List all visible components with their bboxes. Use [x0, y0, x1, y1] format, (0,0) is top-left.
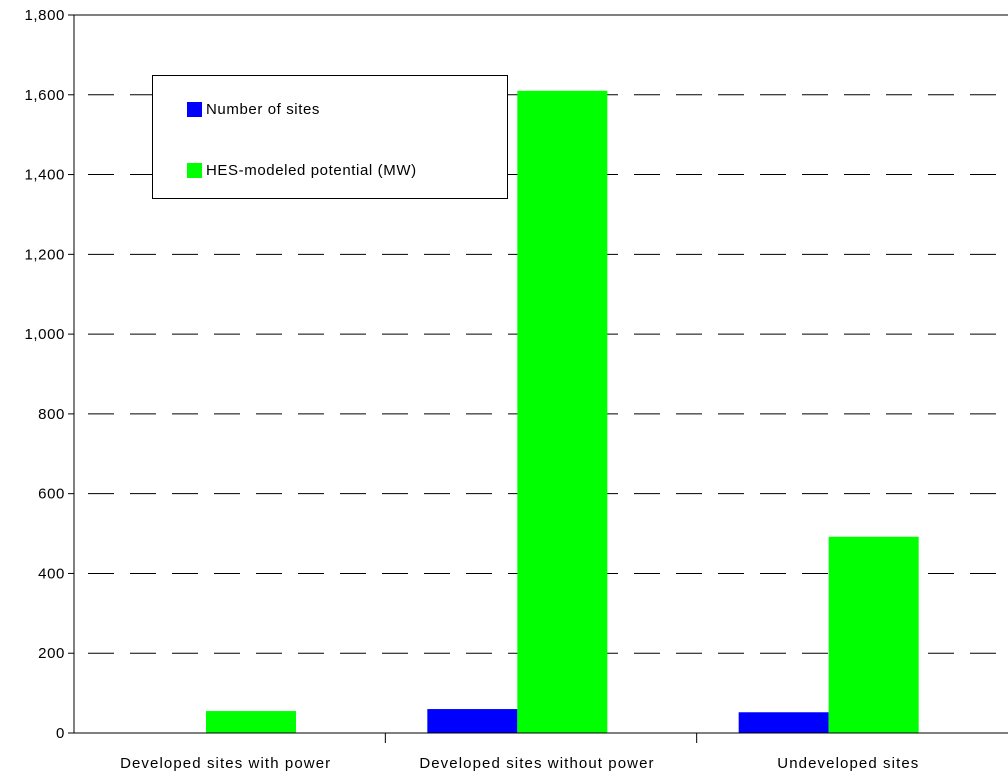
y-tick-label: 800: [38, 406, 65, 423]
y-tick-label: 1,000: [24, 326, 65, 343]
x-tick-labels: Developed sites with power Developed site…: [120, 755, 919, 772]
x-tick-label: Developed sites with power: [120, 755, 331, 772]
bar: [517, 90, 608, 734]
legend-label: HES-modeled potential (MW): [206, 161, 417, 179]
bar: [206, 711, 296, 733]
y-tick-label: 1,200: [24, 246, 65, 263]
legend: Number of sites HES-modeled potential (M…: [152, 75, 508, 199]
y-tick-label: 600: [38, 486, 65, 503]
y-tick-labels: 0 200 400 600 800 1,000 1,200 1,400 1,600 1,800: [24, 7, 65, 742]
y-tick-label: 200: [38, 645, 65, 662]
legend-item-hes-potential: HES-modeled potential (MW): [187, 161, 417, 179]
bar: [427, 709, 518, 733]
legend-swatch-blue: [187, 101, 202, 117]
bar: [738, 712, 829, 733]
y-tick-label: 1,800: [24, 7, 65, 24]
y-tick-label: 0: [56, 725, 65, 742]
legend-swatch-green: [187, 162, 202, 178]
bars: [206, 90, 919, 734]
y-tick-label: 400: [38, 565, 65, 582]
x-tick-label: Undeveloped sites: [777, 755, 919, 772]
y-tick-label: 1,400: [24, 167, 65, 184]
axes: [68, 14, 1008, 743]
y-tick-label: 1,600: [24, 87, 65, 104]
legend-label: Number of sites: [206, 100, 321, 118]
legend-item-number-of-sites: Number of sites: [187, 100, 320, 118]
x-tick-label: Developed sites without power: [419, 755, 654, 772]
bar: [828, 536, 919, 733]
